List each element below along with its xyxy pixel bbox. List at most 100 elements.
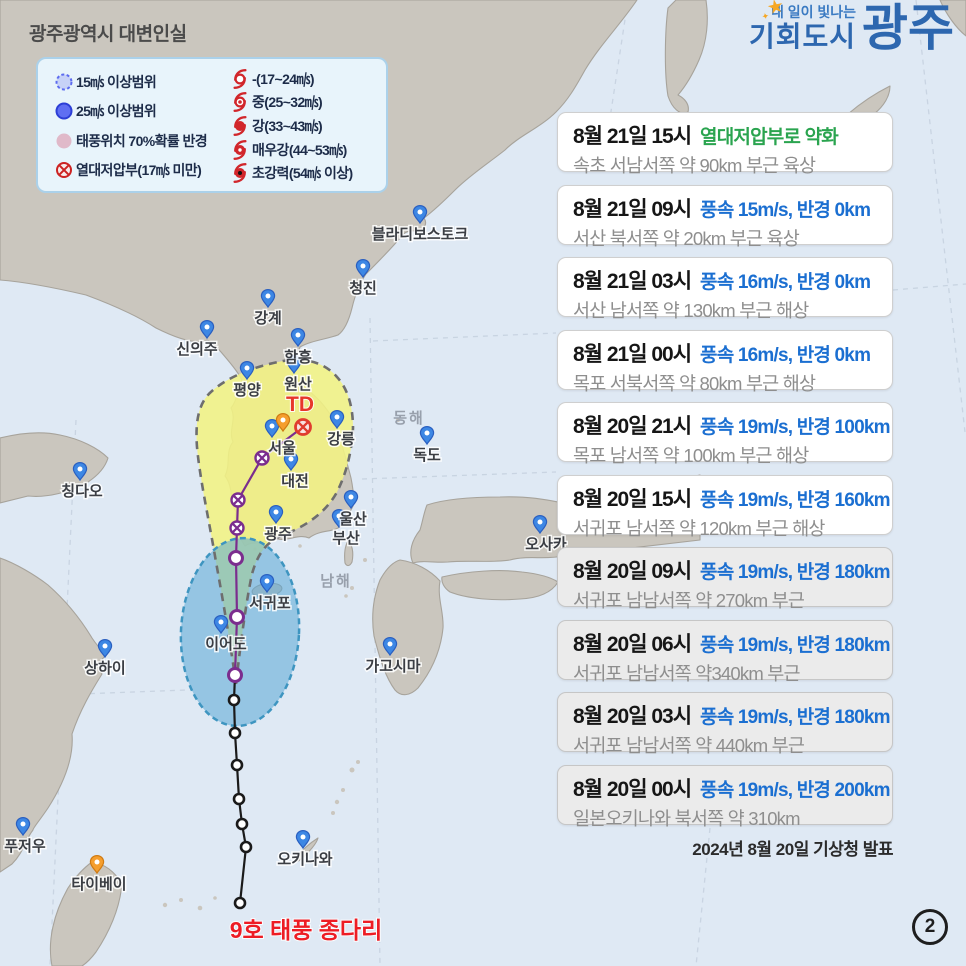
- forecast-panel: 8월 21일 09시 풍속 15m/s, 반경 0km 서산 북서쪽 약 20km …: [557, 184, 893, 249]
- forecast-status: 풍속 16m/s, 반경 0km: [700, 344, 871, 366]
- forecast-location: 서귀포 남남서쪽 약 270km 부근: [573, 590, 805, 611]
- pin-dot: [336, 513, 342, 519]
- legend-item: 매우강(44~53㎧): [228, 138, 380, 162]
- small-islands: [162, 418, 400, 911]
- legend-strength-col: -(17~24㎧) 중(25~32㎧) 강(33~43㎧) 매우강(44~53㎧) 초강…: [228, 67, 380, 185]
- city-label: 부산: [332, 530, 360, 547]
- forecast-location: 서귀포 남남서쪽 약 440km 부근: [573, 735, 805, 756]
- td-cross-icon: [257, 453, 267, 463]
- forecast-status: 풍속 16m/s, 반경 0km: [700, 272, 871, 293]
- legend-item: 15㎧ 이상범위: [52, 69, 228, 95]
- pin-dot: [269, 423, 275, 429]
- forecast-panel: 8월 21일 03시 풍속 16m/s, 반경 0km 서산 남서쪽 약 130km…: [557, 257, 893, 321]
- city-label: 독도: [413, 447, 441, 464]
- pin-dot: [77, 466, 83, 472]
- shikoku-landmass: [441, 570, 559, 601]
- legend-item: 태풍위치 70%확률 반경: [52, 128, 228, 154]
- pin-dot: [280, 417, 286, 423]
- city-label: 오키나와: [277, 850, 332, 868]
- pin-dot: [244, 365, 250, 371]
- forecast-location: 서산 남서쪽 약 130km 부근 해상: [573, 300, 809, 321]
- ty-mid-icon: [228, 91, 252, 113]
- forecast-panel: 8월 20일 03시 풍속 19m/s, 반경 180km 서귀포 남남서쪽 약 4…: [557, 692, 893, 756]
- city-label: 오사카: [525, 536, 567, 553]
- past-position-marker: [239, 840, 253, 854]
- city-pin: [275, 412, 291, 433]
- logo-tagline: 내 일이 빛나는: [770, 4, 856, 20]
- page-number-badge: 2: [912, 909, 948, 945]
- city-pin: [199, 319, 215, 340]
- forecast-datetime: 8월 20일 03시: [573, 705, 692, 728]
- forecast-location: 서귀포 남서쪽 약 120km 부근 해상: [573, 517, 825, 539]
- city-pin: [355, 258, 371, 279]
- ty-verystrong-icon: [228, 139, 252, 161]
- forecast-datetime: 8월 20일 21시: [573, 415, 692, 438]
- city-markers: [15, 204, 548, 875]
- legend-item: 강(33~43㎧): [228, 114, 380, 138]
- city-pin: [239, 360, 255, 381]
- forecast-status: 풍속 19m/s, 반경 180km: [700, 634, 890, 656]
- city-pin: [15, 816, 31, 837]
- legend-item: 25㎧ 이상범위: [52, 98, 228, 124]
- city-pin: [97, 638, 113, 659]
- forecast-datetime: 8월 20일 00시: [573, 777, 692, 801]
- forecast-panel: 8월 21일 15시 열대저압부로 약화 속초 서남서쪽 약 90km 부근 육상: [557, 112, 893, 176]
- forecast-datetime: 8월 21일 00시: [573, 342, 692, 366]
- forecast-panel: 8월 20일 09시 풍속 19m/s, 반경 180km 서귀포 남남서쪽 약 2…: [557, 547, 893, 611]
- pin-dot: [387, 641, 393, 647]
- forecast-status: 열대저압부로 약화: [700, 127, 839, 148]
- forecast-location: 목포 남서쪽 약 100km 부근 해상: [573, 445, 809, 466]
- legend-item: 초강력(54㎧ 이상): [228, 161, 380, 185]
- forecast-panel: 8월 20일 21시 풍속 19m/s, 반경 100km 목포 남서쪽 약 100…: [557, 402, 893, 466]
- pin-dot: [218, 619, 224, 625]
- city-label: 강계: [254, 309, 282, 327]
- city-label: 대전: [281, 473, 309, 490]
- city-pin: [412, 204, 428, 225]
- forecast-panel: 8월 20일 00시 풍속 19m/s, 반경 200km 일본오키나와 북서쪽 약…: [557, 764, 893, 829]
- td-label: TD: [286, 393, 314, 416]
- city-label: 청진: [349, 280, 377, 297]
- pin-dot: [291, 359, 297, 365]
- forecast-datetime: 8월 21일 15시: [573, 125, 692, 148]
- pin-dot: [295, 332, 301, 338]
- legend-item-label: 25㎧ 이상범위: [76, 103, 157, 120]
- page-title: 광주광역시 대변인실: [29, 24, 187, 45]
- legend-item-label: 태풍위치 70%확률 반경: [76, 132, 208, 149]
- past-position-marker: [230, 758, 244, 772]
- city-pin: [264, 418, 280, 439]
- pin-dot: [417, 209, 423, 215]
- sea-label: 동해: [393, 410, 425, 427]
- legend-item: 중(25~32㎧): [228, 91, 380, 115]
- sea-label: 남해: [320, 573, 352, 590]
- city-pin: [329, 409, 345, 430]
- city-label: 상하이: [84, 660, 125, 677]
- legend-item-label: -(17~24㎧): [252, 70, 315, 87]
- gwangju-city-logo: ★ ✦ 내 일이 빛나는 기회도시 광주: [749, 0, 954, 53]
- past-position-marker: [232, 792, 246, 806]
- city-pin: [283, 451, 299, 472]
- legend-item-label: 중(25~32㎧): [252, 94, 323, 111]
- city-pin: [259, 573, 275, 594]
- typhoon-name-label: 9호 태풍 종다리: [230, 917, 383, 943]
- pin-dot: [264, 578, 270, 584]
- city-label: 울산: [339, 511, 367, 528]
- city-pin: [260, 288, 276, 309]
- past-position-marker: [228, 726, 242, 740]
- city-pin: [295, 829, 311, 850]
- range15-icon: [52, 71, 76, 93]
- city-pin: [89, 854, 105, 875]
- okinawa-island: [295, 837, 319, 862]
- forecast-datetime: 8월 20일 06시: [573, 632, 692, 656]
- forecast-status: 풍속 15m/s, 반경 0km: [700, 199, 871, 221]
- legend-item-label: 15㎧ 이상범위: [76, 73, 157, 90]
- forecast-panel: 8월 21일 00시 풍속 16m/s, 반경 0km 목포 서북서쪽 약 80km…: [557, 329, 893, 394]
- ty-super-icon: [228, 162, 252, 184]
- forecast-position-marker: [229, 609, 245, 625]
- city-label: 가고시마: [365, 658, 420, 675]
- legend-item-label: 열대저압부(17㎧ 미만): [76, 162, 202, 179]
- forecast-panel-list: 8월 21일 15시 열대저압부로 약화 속초 서남서쪽 약 90km 부근 육상 8…: [557, 112, 893, 837]
- pin-dot: [204, 324, 210, 330]
- city-pin: [419, 425, 435, 446]
